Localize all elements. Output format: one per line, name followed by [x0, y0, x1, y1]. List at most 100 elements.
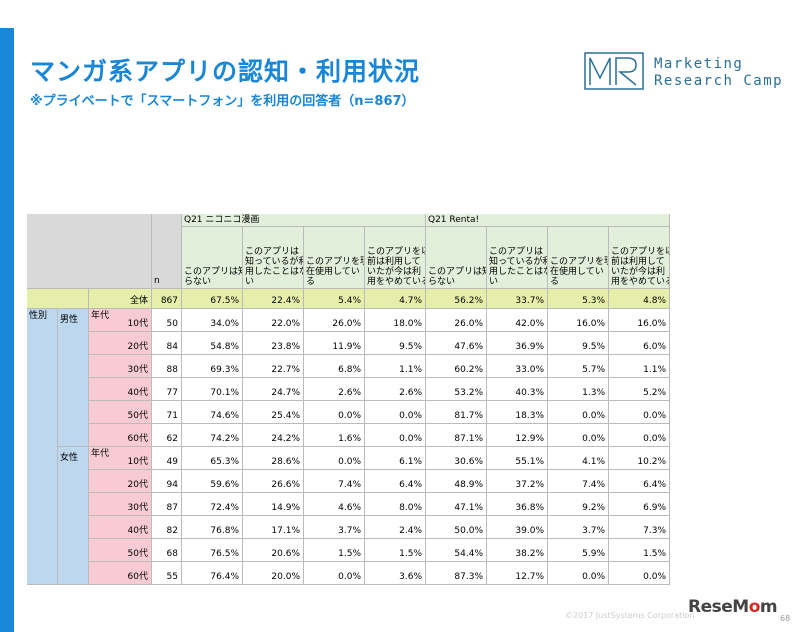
question-group-title: Q21 ニコニコ漫画 — [182, 214, 426, 227]
row-value: 4.1% — [548, 447, 609, 470]
column-header-line: る — [306, 277, 316, 287]
column-header-line: このアプリは知 — [184, 267, 243, 277]
table-row: 40代 77 70.1% 24.7% 2.6% 2.6% 53.2% 40.3% 1.3% 5.2… — [89, 378, 670, 401]
column-header-line: らない — [428, 277, 456, 287]
table-row: 10代 49 65.3% 28.6% 0.0% 6.1% 30.6% 55.1% 4.1% 10.… — [89, 447, 670, 470]
row-value: 4.6% — [304, 493, 365, 516]
table-body: 性別 男性 10代 50 34.0% 22.0% 26.0% 18.0% 26.0% 42.0% 1… — [27, 309, 670, 585]
column-header-line: い — [489, 277, 499, 287]
age-block: 10代 50 34.0% 22.0% 26.0% 18.0% 26.0% 42.0% 16.0%… — [89, 309, 670, 447]
column-header-line: 知っているが利 — [489, 257, 548, 267]
row-n: 94 — [152, 470, 182, 493]
copyright-text: ©2017 JustSystems Corporation — [565, 611, 695, 620]
row-value: 9.2% — [548, 493, 609, 516]
logo-text: Marketing Research Camp — [654, 56, 783, 90]
row-value: 2.4% — [365, 516, 426, 539]
row-value: 60.2% — [426, 355, 487, 378]
column-header-line: 前は利用して — [611, 257, 665, 267]
column-header-line: 用をやめている — [611, 277, 670, 287]
row-value: 54.8% — [182, 332, 243, 355]
row-value: 3.7% — [548, 516, 609, 539]
table-row: 20代 94 59.6% 26.6% 7.4% 6.4% 48.9% 37.2% 7.4% 6.4… — [89, 470, 670, 493]
table-row: 30代 88 69.3% 22.7% 6.8% 1.1% 60.2% 33.0% 5.7% 1.1… — [89, 355, 670, 378]
column-header-line: 在使用してい — [306, 267, 360, 277]
total-value: 67.5% — [182, 289, 243, 309]
total-row: 全体 867 67.5% 22.4% 5.4% 4.7% 56.2% 33.7% 5.3% 4.8… — [27, 289, 670, 309]
row-value: 20.6% — [243, 539, 304, 562]
row-value: 37.2% — [487, 470, 548, 493]
row-value: 1.5% — [365, 539, 426, 562]
row-value: 74.2% — [182, 424, 243, 447]
row-value: 6.4% — [365, 470, 426, 493]
row-value: 6.1% — [365, 447, 426, 470]
row-value: 38.2% — [487, 539, 548, 562]
n-header: n — [152, 214, 182, 289]
row-value: 59.6% — [182, 470, 243, 493]
mr-logo-icon — [584, 52, 644, 90]
row-value: 81.7% — [426, 401, 487, 424]
column-header: このアプリは知 らない — [182, 227, 243, 289]
age-label: 50代 — [89, 539, 152, 562]
row-value: 14.9% — [243, 493, 304, 516]
age-label: 60代 — [89, 424, 152, 447]
column-header-line: 用したことはな — [245, 267, 304, 277]
gender-groups: 男性 10代 50 34.0% 22.0% 26.0% 18.0% 26.0% 42.0% 16.… — [58, 309, 670, 585]
row-value: 16.0% — [548, 309, 609, 332]
column-header-line: 前は利用して — [367, 257, 421, 267]
row-value: 40.3% — [487, 378, 548, 401]
row-value: 54.4% — [426, 539, 487, 562]
question-group-1: Q21 ニコニコ漫画 このアプリは知 らない このアプリは 知っているが利 用したことはな… — [182, 214, 426, 289]
row-value: 20.0% — [243, 562, 304, 585]
column-header-line: らない — [184, 277, 212, 287]
row-value: 1.5% — [304, 539, 365, 562]
row-value: 34.0% — [182, 309, 243, 332]
total-value: 22.4% — [243, 289, 304, 309]
row-value: 12.9% — [487, 424, 548, 447]
table-row: 60代 55 76.4% 20.0% 0.0% 3.6% 87.3% 12.7% 0.0% 0.0… — [89, 562, 670, 585]
row-value: 6.8% — [304, 355, 365, 378]
row-value: 1.1% — [365, 355, 426, 378]
watermark-part-2: o — [748, 597, 761, 617]
total-n: 867 — [152, 289, 182, 309]
row-value: 7.4% — [548, 470, 609, 493]
age-label: 40代 — [89, 516, 152, 539]
row-value: 0.0% — [548, 424, 609, 447]
row-n: 62 — [152, 424, 182, 447]
total-value: 4.7% — [365, 289, 426, 309]
age-label: 60代 — [89, 562, 152, 585]
row-value: 39.0% — [487, 516, 548, 539]
row-value: 22.7% — [243, 355, 304, 378]
column-header-line: このアプリは — [489, 247, 544, 257]
row-n: 88 — [152, 355, 182, 378]
row-value: 0.0% — [365, 401, 426, 424]
age-label: 10代 — [89, 309, 152, 332]
row-value: 25.4% — [243, 401, 304, 424]
row-value: 1.1% — [609, 355, 670, 378]
row-value: 28.6% — [243, 447, 304, 470]
row-value: 69.3% — [182, 355, 243, 378]
total-value: 56.2% — [426, 289, 487, 309]
row-value: 65.3% — [182, 447, 243, 470]
row-value: 24.7% — [243, 378, 304, 401]
row-value: 7.3% — [609, 516, 670, 539]
gender-group: 男性 10代 50 34.0% 22.0% 26.0% 18.0% 26.0% 42.0% 16.… — [58, 309, 670, 447]
row-value: 33.0% — [487, 355, 548, 378]
row-n: 82 — [152, 516, 182, 539]
row-value: 76.5% — [182, 539, 243, 562]
row-value: 6.0% — [609, 332, 670, 355]
gender-label: 女性 — [58, 447, 89, 585]
survey-table: n Q21 ニコニコ漫画 このアプリは知 らない このアプリは 知っているが利 用したことは… — [27, 214, 670, 585]
row-value: 0.0% — [548, 401, 609, 424]
row-value: 12.7% — [487, 562, 548, 585]
row-value: 36.9% — [487, 332, 548, 355]
company-logo: Marketing Research Camp — [584, 50, 801, 94]
logo-line-1: Marketing — [654, 56, 744, 72]
column-header: このアプリを以 前は利用して いたが今は利 用をやめている — [609, 227, 670, 289]
total-value: 5.4% — [304, 289, 365, 309]
row-value: 0.0% — [304, 562, 365, 585]
row-n: 49 — [152, 447, 182, 470]
row-value: 47.1% — [426, 493, 487, 516]
header-corner — [27, 214, 152, 289]
column-header-line: 在使用してい — [550, 267, 604, 277]
age-label: 20代 — [89, 332, 152, 355]
